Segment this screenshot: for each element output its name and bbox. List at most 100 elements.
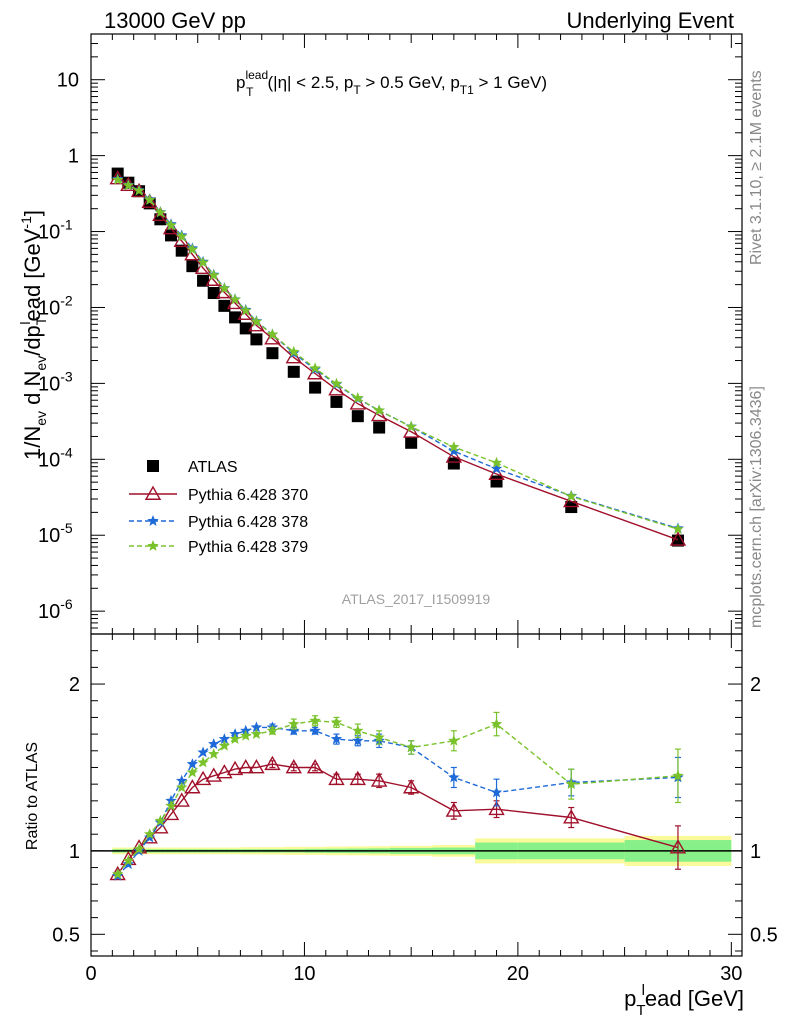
main-series-line-3 bbox=[117, 179, 679, 530]
ratio-point-1-8 bbox=[197, 746, 209, 758]
main-point-0-16 bbox=[309, 381, 322, 394]
x-tick-label-1: 10 bbox=[293, 963, 315, 985]
ratio-series-layer bbox=[109, 711, 687, 881]
ratio-point-1-13 bbox=[250, 721, 263, 733]
main-point-2-22 bbox=[490, 462, 503, 474]
ratio-point-1-16 bbox=[309, 724, 321, 736]
ratio-point-2-15 bbox=[288, 718, 300, 729]
ratio-point-0-22 bbox=[488, 800, 505, 816]
rivet-label: Rivet 3.1.10, ≥ 2.1M events bbox=[748, 70, 765, 265]
ratio-point-0-23 bbox=[563, 809, 580, 824]
main-point-1-18 bbox=[349, 395, 367, 410]
main-point-0-17 bbox=[330, 395, 343, 408]
main-y-tick-label-4: 10-2 bbox=[38, 292, 73, 319]
main-point-3-9 bbox=[208, 269, 220, 281]
ratio-point-1-9 bbox=[208, 738, 220, 749]
ratio-point-1-17 bbox=[330, 733, 343, 744]
ratio-point-2-20 bbox=[405, 741, 417, 753]
ratio-point-2-5 bbox=[165, 799, 177, 811]
main-point-1-12 bbox=[237, 305, 254, 320]
ratio-point-1-18 bbox=[352, 734, 364, 746]
main-point-3-7 bbox=[186, 243, 199, 255]
ratio-y-tick-label-left-1: 1 bbox=[69, 841, 80, 863]
ratio-point-0-8 bbox=[194, 770, 212, 786]
main-point-1-23 bbox=[563, 492, 580, 508]
ratio-point-0-6 bbox=[173, 792, 190, 807]
ratio-y-tick-label-left-2: 2 bbox=[69, 674, 80, 696]
ratio-point-2-18 bbox=[352, 724, 364, 736]
legend-label-0: ATLAS bbox=[188, 459, 238, 476]
main-point-3-19 bbox=[373, 404, 385, 416]
ratio-point-2-6 bbox=[176, 781, 188, 793]
legend-marker-2 bbox=[147, 515, 159, 526]
x-axis-label: pTlead [GeV] bbox=[624, 982, 744, 1019]
main-point-0-9 bbox=[207, 287, 220, 300]
ratio-point-2-13 bbox=[250, 728, 263, 739]
ratio-band-layer bbox=[91, 835, 742, 866]
ratio-point-1-6 bbox=[176, 774, 188, 786]
main-point-3-8 bbox=[197, 256, 209, 268]
main-point-1-9 bbox=[205, 271, 222, 286]
ratio-point-0-24 bbox=[669, 839, 687, 854]
ratio-point-0-19 bbox=[370, 772, 388, 787]
main-point-3-14 bbox=[266, 328, 279, 340]
main-point-1-17 bbox=[328, 381, 345, 396]
ratio-y-tick-label-left-0: 0.5 bbox=[52, 924, 80, 946]
header-left: 13000 GeV pp bbox=[104, 8, 246, 33]
main-point-0-18 bbox=[351, 410, 364, 423]
legend-label-3: Pythia 6.428 379 bbox=[188, 539, 308, 556]
main-point-0-19 bbox=[373, 421, 386, 434]
main-series-layer bbox=[109, 167, 687, 547]
main-point-3-20 bbox=[405, 420, 417, 432]
ratio-point-0-13 bbox=[248, 759, 265, 774]
ratio-point-1-15 bbox=[288, 724, 300, 736]
ratio-point-1-3 bbox=[144, 831, 156, 843]
main-plot-title: plead T (|η| < 2.5, pT > 0.5 GeV, pT1 > 1 … bbox=[236, 68, 547, 99]
ratio-point-0-12 bbox=[237, 759, 254, 774]
main-point-3-1 bbox=[122, 179, 135, 191]
ratio-point-2-23 bbox=[565, 778, 577, 789]
ratio-point-1-7 bbox=[186, 758, 199, 769]
main-point-3-10 bbox=[218, 282, 231, 294]
ratio-point-2-11 bbox=[229, 733, 241, 744]
ratio-point-2-3 bbox=[144, 828, 156, 840]
main-point-3-23 bbox=[565, 490, 577, 502]
legend-label-2: Pythia 6.428 378 bbox=[188, 514, 308, 531]
main-point-1-22 bbox=[488, 465, 505, 480]
main-point-0-22 bbox=[490, 475, 503, 488]
main-y-tick-label-0: 10-6 bbox=[38, 596, 73, 623]
ratio-point-2-10 bbox=[218, 739, 231, 751]
main-point-2-21 bbox=[448, 445, 460, 456]
main-point-3-22 bbox=[490, 456, 503, 468]
main-point-0-10 bbox=[218, 299, 231, 312]
ratio-point-0-4 bbox=[152, 819, 169, 834]
main-y-axis-label: 1/Nev d Nev/dpTlead [GeV-1] bbox=[17, 210, 49, 460]
main-y-tick-label-1: 10-5 bbox=[38, 520, 73, 547]
main-y-tick-label-2: 10-4 bbox=[38, 444, 73, 471]
main-point-3-15 bbox=[288, 345, 300, 357]
legend-marker-3 bbox=[147, 540, 159, 551]
ratio-point-2-9 bbox=[208, 748, 220, 759]
ratio-point-2-1 bbox=[122, 854, 135, 866]
legend: ATLAS Pythia 6.428 370 Pythia 6.428 378 Pyt… bbox=[129, 459, 308, 556]
ratio-point-0-16 bbox=[306, 759, 324, 774]
ratio-point-2-21 bbox=[448, 734, 460, 746]
ratio-point-1-21 bbox=[448, 771, 460, 783]
main-point-0-7 bbox=[186, 260, 199, 273]
ratio-point-1-10 bbox=[218, 733, 231, 744]
axes-layer: 0 10 20 30 10-6 10-5 10-4 10-3 10-2 10-1 1 10 0.5 0.5… bbox=[38, 33, 778, 985]
main-point-3-2 bbox=[133, 184, 145, 196]
main-point-1-3 bbox=[141, 193, 158, 208]
ratio-point-0-9 bbox=[205, 767, 222, 782]
main-point-0-12 bbox=[239, 322, 252, 335]
ratio-point-0-21 bbox=[445, 802, 463, 817]
header-right: Underlying Event bbox=[566, 8, 734, 33]
main-point-3-3 bbox=[144, 194, 156, 205]
legend-marker-0 bbox=[147, 460, 159, 472]
main-point-3-13 bbox=[250, 315, 263, 327]
legend-marker-1 bbox=[144, 485, 162, 500]
main-y-tick-label-5: 10-1 bbox=[38, 217, 73, 244]
main-point-0-8 bbox=[197, 274, 210, 287]
main-point-1-4 bbox=[152, 206, 169, 221]
